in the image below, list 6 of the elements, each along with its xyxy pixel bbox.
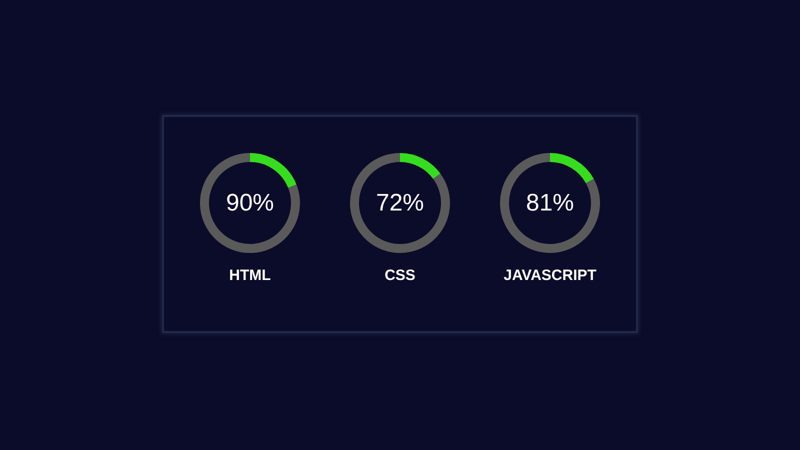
text: 90% [226,190,274,217]
text: 81% [526,190,574,217]
text: JAVASCRIPT [504,267,596,284]
text: CSS [384,267,416,284]
text: HTML [229,267,271,284]
text: 72% [376,190,424,217]
